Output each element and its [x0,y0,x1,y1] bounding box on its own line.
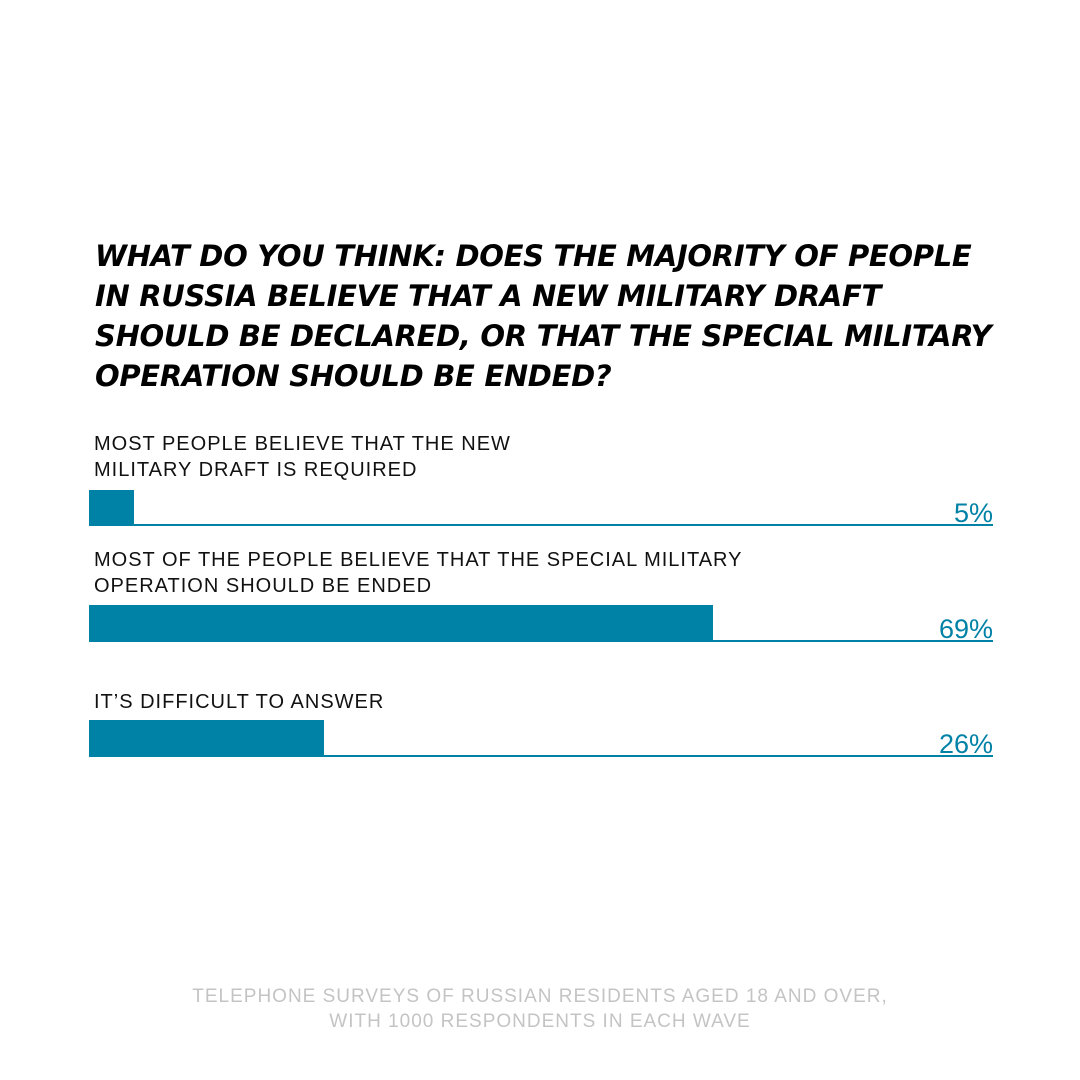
bar-track [89,755,993,757]
bar-label: MOST PEOPLE BELIEVE THAT THE NEW MILITAR… [94,433,511,481]
survey-footnote: TELEPHONE SURVEYS OF RUSSIAN RESIDENTS A… [192,986,888,1032]
bar [89,605,713,642]
bar-track [89,524,993,526]
bar [89,720,325,757]
bar-value-label: 26% [938,729,993,759]
bar-label: MOST OF THE PEOPLE BELIEVE THAT THE SPEC… [94,549,743,597]
chart-title: WHAT DO YOU THINK: DOES THE MAJORITY OF … [95,239,992,393]
bar-value-label: 69% [938,614,993,644]
bar [89,490,135,526]
bar-value-label: 5% [953,498,993,528]
bar-label: IT’S DIFFICULT TO ANSWER [94,691,385,713]
